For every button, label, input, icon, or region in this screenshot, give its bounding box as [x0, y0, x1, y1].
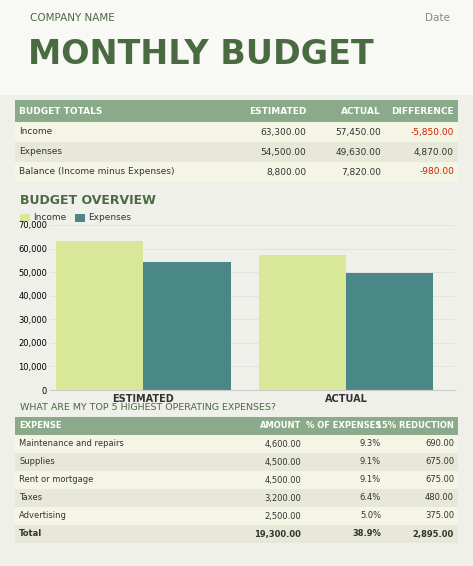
Text: Total: Total	[19, 530, 42, 538]
Text: DIFFERENCE: DIFFERENCE	[391, 106, 454, 115]
Text: 2,895.00: 2,895.00	[413, 530, 454, 538]
Text: 4,500.00: 4,500.00	[264, 457, 301, 466]
Text: 7,820.00: 7,820.00	[341, 168, 381, 177]
Text: WHAT ARE MY TOP 5 HIGHEST OPERATING EXPENSES?: WHAT ARE MY TOP 5 HIGHEST OPERATING EXPE…	[20, 404, 276, 413]
Text: 690.00: 690.00	[425, 440, 454, 448]
Text: 4,870.00: 4,870.00	[414, 148, 454, 157]
Text: 63,300.00: 63,300.00	[260, 127, 306, 136]
FancyBboxPatch shape	[15, 471, 458, 489]
Text: AMOUNT: AMOUNT	[260, 422, 301, 431]
FancyBboxPatch shape	[15, 489, 458, 507]
Text: 4,500.00: 4,500.00	[264, 475, 301, 484]
Bar	[346, 273, 433, 390]
FancyBboxPatch shape	[15, 525, 458, 543]
Text: 38.9%: 38.9%	[352, 530, 381, 538]
Text: BUDGET TOTALS: BUDGET TOTALS	[19, 106, 102, 115]
Text: Advertising: Advertising	[19, 512, 67, 521]
Text: MONTHLY BUDGET: MONTHLY BUDGET	[28, 38, 374, 71]
Text: Expenses: Expenses	[88, 213, 131, 222]
Text: 19,300.00: 19,300.00	[254, 530, 301, 538]
Text: 2,500.00: 2,500.00	[264, 512, 301, 521]
Text: Income: Income	[19, 127, 52, 136]
Text: EXPENSE: EXPENSE	[19, 422, 61, 431]
Text: ESTIMATED: ESTIMATED	[249, 106, 306, 115]
Text: Date: Date	[425, 13, 450, 23]
Text: 9.1%: 9.1%	[360, 475, 381, 484]
Text: Rent or mortgage: Rent or mortgage	[19, 475, 93, 484]
FancyBboxPatch shape	[15, 100, 458, 122]
Text: 375.00: 375.00	[425, 512, 454, 521]
FancyBboxPatch shape	[15, 162, 458, 182]
Text: Maintenance and repairs: Maintenance and repairs	[19, 440, 124, 448]
Text: 675.00: 675.00	[425, 457, 454, 466]
FancyBboxPatch shape	[15, 142, 458, 162]
Text: 8,800.00: 8,800.00	[266, 168, 306, 177]
Text: 9.3%: 9.3%	[360, 440, 381, 448]
Bar	[259, 255, 346, 390]
Text: 54,500.00: 54,500.00	[260, 148, 306, 157]
Text: 3,200.00: 3,200.00	[264, 494, 301, 503]
FancyBboxPatch shape	[15, 435, 458, 453]
FancyBboxPatch shape	[15, 122, 458, 142]
Text: Supplies: Supplies	[19, 457, 55, 466]
Text: 5.0%: 5.0%	[360, 512, 381, 521]
Text: BUDGET OVERVIEW: BUDGET OVERVIEW	[20, 194, 156, 207]
Text: COMPANY NAME: COMPANY NAME	[30, 13, 115, 23]
Text: 57,450.00: 57,450.00	[335, 127, 381, 136]
FancyBboxPatch shape	[15, 507, 458, 525]
FancyBboxPatch shape	[15, 417, 458, 435]
Text: 15% REDUCTION: 15% REDUCTION	[376, 422, 454, 431]
Text: Taxes: Taxes	[19, 494, 42, 503]
Text: Income: Income	[33, 213, 66, 222]
Text: 6.4%: 6.4%	[360, 494, 381, 503]
Text: Balance (Income minus Expenses): Balance (Income minus Expenses)	[19, 168, 175, 177]
Text: -980.00: -980.00	[419, 168, 454, 177]
Bar	[56, 241, 143, 390]
FancyBboxPatch shape	[20, 214, 30, 222]
Text: 675.00: 675.00	[425, 475, 454, 484]
FancyBboxPatch shape	[15, 453, 458, 471]
Text: 4,600.00: 4,600.00	[264, 440, 301, 448]
Text: 9.1%: 9.1%	[360, 457, 381, 466]
FancyBboxPatch shape	[75, 214, 85, 222]
Text: % OF EXPENSES: % OF EXPENSES	[306, 422, 381, 431]
Text: ACTUAL: ACTUAL	[341, 106, 381, 115]
FancyBboxPatch shape	[0, 0, 473, 95]
Text: 480.00: 480.00	[425, 494, 454, 503]
Text: -5,850.00: -5,850.00	[411, 127, 454, 136]
Text: 49,630.00: 49,630.00	[335, 148, 381, 157]
Text: Expenses: Expenses	[19, 148, 62, 157]
Bar	[143, 261, 231, 390]
